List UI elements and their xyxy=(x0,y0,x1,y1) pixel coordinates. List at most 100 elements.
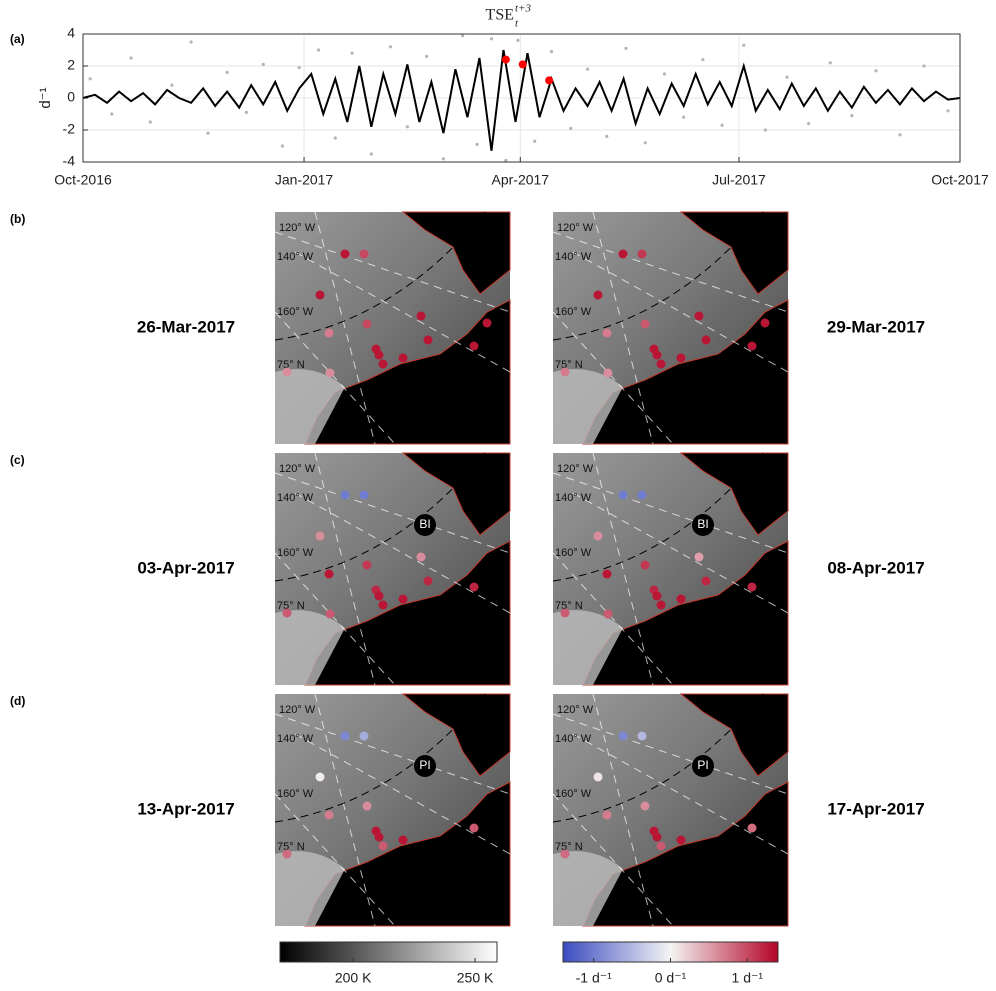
x-tick-label: Jul-2017 xyxy=(712,172,766,188)
scatter-point xyxy=(569,126,573,130)
station-dot xyxy=(378,841,388,851)
station-dot xyxy=(324,569,334,579)
scatter-point xyxy=(763,128,767,132)
land xyxy=(401,693,511,777)
scatter-point xyxy=(946,109,950,113)
scatter-point xyxy=(785,75,789,79)
map-label: 75° N xyxy=(277,600,305,612)
scatter-point xyxy=(110,112,114,116)
station-dot xyxy=(378,600,388,610)
station-dot xyxy=(747,341,757,351)
chart-title: TSE xyxy=(486,7,514,24)
plot-frame xyxy=(82,33,961,163)
station-dot xyxy=(637,731,647,741)
station-dot xyxy=(656,841,666,851)
scatter-point xyxy=(129,56,133,60)
scatter-point xyxy=(874,69,878,73)
scatter-point xyxy=(388,45,393,49)
map-label: 140° W xyxy=(555,251,592,263)
station-dot xyxy=(482,318,492,328)
station-dot xyxy=(362,801,372,811)
station-dot xyxy=(398,353,408,363)
map-label: 75° N xyxy=(277,359,305,371)
map-label: 75° N xyxy=(555,841,583,853)
station-dot xyxy=(656,359,666,369)
x-tick-label: Oct-2016 xyxy=(54,172,112,188)
scatter-point xyxy=(405,125,409,129)
station-dot xyxy=(416,311,426,321)
scatter-point xyxy=(369,152,373,156)
scatter-point xyxy=(682,115,686,119)
station-dot xyxy=(640,801,650,811)
parallel xyxy=(552,452,764,582)
station-dot xyxy=(359,249,369,259)
map-label: 160° W xyxy=(555,306,592,318)
ice xyxy=(275,610,345,685)
scatter-point xyxy=(828,61,832,65)
map-label: 120° W xyxy=(557,704,594,716)
highlight-point xyxy=(501,55,510,64)
meridian xyxy=(274,311,396,445)
station-dot xyxy=(282,608,292,618)
station-dot xyxy=(593,772,603,782)
highlight-point xyxy=(518,60,527,69)
land xyxy=(401,452,511,536)
map-label: 160° W xyxy=(277,306,314,318)
meridian xyxy=(274,793,396,927)
y-axis-label: d⁻¹ xyxy=(37,87,54,108)
x-tick-label: Jan-2017 xyxy=(275,172,334,188)
map-label: 160° W xyxy=(555,547,592,559)
parallel xyxy=(552,693,764,823)
scatter-point xyxy=(533,139,537,143)
station-dot xyxy=(359,731,369,741)
station-dot xyxy=(362,560,372,570)
parallel xyxy=(552,211,764,341)
meridian xyxy=(314,211,376,445)
station-dot xyxy=(315,290,325,300)
highlight-point xyxy=(545,76,554,85)
station-dot xyxy=(340,490,350,500)
parallel xyxy=(274,452,486,582)
station-dot xyxy=(378,359,388,369)
meridian xyxy=(314,452,376,686)
colorbar-tick-label: -1 d⁻¹ xyxy=(576,970,613,986)
scatter-point xyxy=(261,62,265,66)
map-label: 160° W xyxy=(277,788,314,800)
x-tick-label: Oct-2017 xyxy=(931,172,989,188)
scatter-point xyxy=(643,141,647,145)
map-label: 120° W xyxy=(279,463,316,475)
map-label: 140° W xyxy=(277,251,314,263)
station-dot xyxy=(760,318,770,328)
scatter-point xyxy=(624,46,628,51)
ice xyxy=(275,369,345,444)
scatter-point xyxy=(88,77,92,81)
scatter-point xyxy=(297,66,301,70)
date-label: 08-Apr-2017 xyxy=(827,558,924,577)
scatter-point xyxy=(549,50,554,54)
station-dot xyxy=(656,600,666,610)
panel-label: (c) xyxy=(10,453,25,467)
scatter-point xyxy=(316,48,321,52)
scatter-point xyxy=(850,114,854,118)
map-label: 140° W xyxy=(277,492,314,504)
land xyxy=(679,452,789,536)
map-panel: 120° W 140° W 160° W 75° N PI xyxy=(552,693,789,927)
station-dot xyxy=(602,328,612,338)
scatter-point xyxy=(225,70,229,74)
station-dot xyxy=(423,335,433,345)
map-label: 140° W xyxy=(555,733,592,745)
panel-label: (d) xyxy=(10,694,25,708)
station-dot xyxy=(374,591,384,601)
map-label: 120° W xyxy=(557,463,594,475)
station-dot xyxy=(423,576,433,586)
parallel xyxy=(274,211,486,341)
map-label: 140° W xyxy=(555,492,592,504)
meridian xyxy=(592,211,654,445)
scatter-point xyxy=(475,142,479,146)
y-tick-label: 4 xyxy=(67,25,75,41)
scatter-point xyxy=(662,72,667,76)
station-dot xyxy=(362,319,372,329)
station-dot xyxy=(359,490,369,500)
station-dot xyxy=(398,594,408,604)
ice xyxy=(553,369,623,444)
